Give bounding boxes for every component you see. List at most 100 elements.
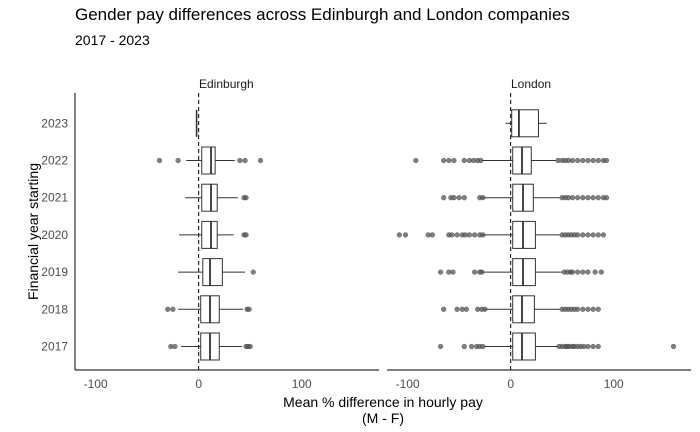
outlier-point bbox=[461, 157, 467, 164]
outlier-point bbox=[592, 269, 598, 275]
outlier-point bbox=[590, 195, 596, 201]
outlier-point bbox=[413, 157, 419, 164]
outlier-point bbox=[468, 343, 475, 350]
panel-edinburgh: Edinburgh -100 0 100 bbox=[74, 77, 379, 391]
outlier-point bbox=[243, 195, 249, 201]
x-axis-title-unit: (M - F) bbox=[362, 410, 404, 426]
outlier-point bbox=[479, 269, 485, 275]
outlier-point bbox=[480, 343, 486, 350]
y-tick-label: 2023 bbox=[41, 116, 68, 130]
outlier-point bbox=[600, 232, 607, 238]
panel-label: Edinburgh bbox=[199, 77, 254, 91]
page-title: Gender pay differences across Edinburgh … bbox=[75, 5, 570, 24]
outlier-point bbox=[585, 195, 591, 201]
outlier-point bbox=[480, 232, 486, 238]
box-2022 bbox=[156, 146, 264, 175]
x-tick-label: -100 bbox=[396, 377, 420, 391]
y-tick-label: 2019 bbox=[41, 265, 68, 279]
iqr-box bbox=[201, 183, 218, 212]
box-2017 bbox=[168, 332, 253, 361]
x-tick-label: 0 bbox=[195, 377, 202, 391]
outlier-point bbox=[585, 306, 591, 312]
outlier-point bbox=[471, 269, 478, 275]
box-2023 bbox=[505, 109, 547, 138]
box-2020 bbox=[396, 220, 607, 249]
outlier-point bbox=[451, 157, 457, 164]
outlier-point bbox=[246, 306, 252, 312]
box-2018 bbox=[441, 295, 601, 324]
page-subtitle: 2017 - 2023 bbox=[75, 32, 150, 48]
y-axis-title: Financial year starting bbox=[25, 163, 41, 300]
outlier-point bbox=[603, 195, 610, 201]
outlier-point bbox=[595, 232, 601, 238]
iqr-box bbox=[512, 295, 535, 324]
outlier-point bbox=[580, 306, 586, 312]
outlier-point bbox=[670, 343, 677, 350]
outlier-point bbox=[456, 195, 462, 201]
iqr-box bbox=[201, 220, 218, 249]
box-2021 bbox=[185, 183, 249, 212]
outlier-point bbox=[446, 157, 452, 164]
outlier-point bbox=[451, 195, 457, 201]
outlier-point bbox=[482, 306, 488, 312]
outlier-point bbox=[574, 306, 581, 312]
outlier-point bbox=[580, 269, 586, 275]
outlier-point bbox=[598, 269, 604, 275]
outlier-point bbox=[454, 306, 460, 312]
panel-london: London -100 0 100 bbox=[387, 77, 691, 391]
outlier-point bbox=[590, 157, 596, 164]
box-2018 bbox=[165, 295, 252, 324]
outlier-point bbox=[175, 157, 181, 164]
outlier-point bbox=[585, 343, 591, 350]
outlier-point bbox=[463, 306, 469, 312]
box-2019 bbox=[178, 258, 256, 287]
outlier-point bbox=[569, 157, 576, 164]
outlier-point bbox=[574, 232, 581, 238]
panel-label: London bbox=[511, 77, 551, 91]
outlier-point bbox=[466, 232, 473, 238]
outlier-point bbox=[580, 157, 586, 164]
outlier-point bbox=[454, 232, 460, 238]
outlier-point bbox=[441, 195, 447, 201]
outlier-point bbox=[441, 306, 447, 312]
outlier-point bbox=[569, 269, 576, 275]
y-tick-label: 2022 bbox=[41, 154, 68, 168]
y-tick-label: 2020 bbox=[41, 228, 68, 242]
outlier-point bbox=[450, 269, 456, 275]
outlier-point bbox=[242, 157, 248, 164]
outlier-point bbox=[574, 157, 581, 164]
box-2017 bbox=[437, 332, 677, 361]
outlier-point bbox=[580, 232, 586, 238]
outlier-point bbox=[449, 232, 455, 238]
y-tick-label: 2017 bbox=[41, 340, 68, 354]
outlier-point bbox=[461, 195, 467, 201]
outlier-point bbox=[480, 195, 486, 201]
y-tick-label: 2018 bbox=[41, 302, 68, 316]
outlier-point bbox=[461, 343, 467, 350]
outlier-point bbox=[402, 232, 409, 238]
x-axis-title: Mean % difference in hourly pay bbox=[283, 394, 483, 410]
outlier-point bbox=[603, 157, 610, 164]
outlier-point bbox=[574, 269, 581, 275]
x-tick-label: 0 bbox=[507, 377, 514, 391]
x-tick-label: 100 bbox=[604, 377, 624, 391]
outlier-point bbox=[471, 232, 478, 238]
outlier-point bbox=[595, 306, 601, 312]
outlier-point bbox=[156, 157, 163, 164]
outlier-point bbox=[580, 195, 586, 201]
x-tick-label: -100 bbox=[84, 377, 108, 391]
iqr-box bbox=[201, 146, 216, 175]
outlier-point bbox=[429, 232, 435, 238]
outlier-point bbox=[250, 269, 256, 275]
outlier-point bbox=[569, 195, 576, 201]
outlier-point bbox=[585, 269, 591, 275]
outlier-point bbox=[257, 157, 264, 164]
outlier-point bbox=[396, 232, 403, 238]
box-2022 bbox=[413, 146, 610, 175]
iqr-box bbox=[511, 109, 539, 138]
x-tick-label: 100 bbox=[292, 377, 312, 391]
outlier-point bbox=[595, 195, 601, 201]
outlier-point bbox=[585, 157, 591, 164]
outlier-point bbox=[237, 157, 243, 164]
